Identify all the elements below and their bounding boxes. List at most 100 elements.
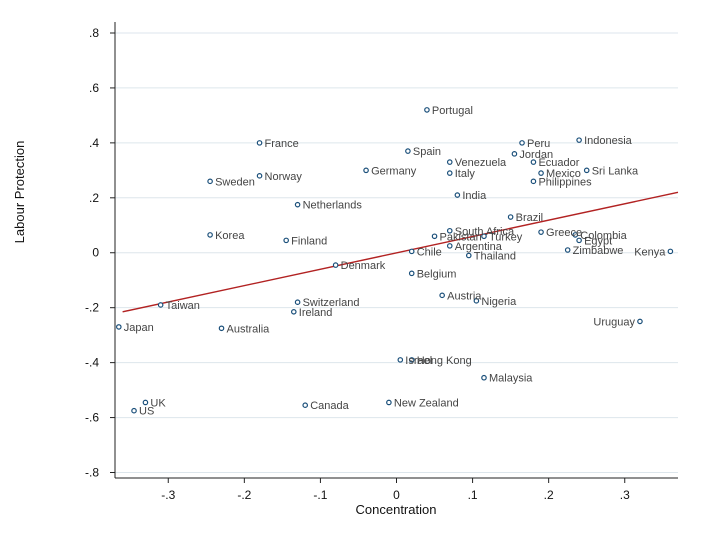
point-label: Sweden	[215, 176, 255, 188]
x-tick-label: -.3	[161, 488, 175, 502]
point-label: France	[265, 138, 299, 150]
point-label: Japan	[124, 322, 154, 334]
data-point	[465, 252, 472, 259]
y-tick-label: .4	[89, 136, 99, 150]
point-label: Nigeria	[481, 296, 517, 308]
data-point	[207, 232, 213, 238]
point-label: Italy	[455, 168, 476, 180]
point-label: Colombia	[580, 230, 627, 242]
x-ticks: -.3 -.2 -.1 0 .1 .2 .3	[161, 478, 630, 502]
y-tick-label: -.6	[85, 411, 99, 425]
point-label: UK	[150, 397, 166, 409]
x-tick-label: -.1	[313, 488, 327, 502]
point-label: Egypt	[584, 235, 612, 247]
data-point	[481, 233, 487, 240]
x-tick-label: .2	[544, 488, 554, 502]
data-point	[667, 248, 674, 255]
point-label: Ecuador	[538, 157, 579, 169]
point-label: Indonesia	[584, 135, 633, 147]
data-point	[564, 247, 571, 253]
point-label: South Africa	[455, 226, 515, 238]
point-label: Brazil	[516, 212, 544, 224]
x-tick-label: -.2	[237, 488, 251, 502]
x-tick-label: 0	[393, 488, 400, 502]
point-label: Uruguay	[593, 316, 635, 328]
data-point	[116, 324, 122, 330]
y-tick-label: .2	[89, 191, 99, 205]
data-point	[408, 357, 415, 363]
point-label: Ireland	[299, 307, 333, 319]
point-label: Turkey	[489, 231, 523, 243]
point-label: Mexico	[546, 168, 581, 180]
data-point	[207, 178, 213, 185]
point-label: Venezuela	[455, 157, 507, 169]
point-label: Netherlands	[303, 200, 363, 212]
y-tick-label: -.8	[85, 466, 99, 480]
data-point	[424, 107, 430, 113]
point-label: Australia	[227, 323, 271, 335]
point-label: Belgium	[417, 268, 457, 280]
point-label: Finland	[291, 235, 327, 247]
y-ticks: .8 .6 .4 .2 0 -.2 -.4 -.6 -.8	[85, 26, 115, 480]
point-label: Taiwan	[166, 300, 200, 312]
point-label: New Zealand	[394, 397, 459, 409]
y-axis-title: Labour Protection	[12, 141, 27, 244]
x-tick-label: .1	[468, 488, 478, 502]
point-label: Spain	[413, 146, 441, 158]
point-label: Jordan	[519, 149, 553, 161]
data-point	[397, 357, 404, 363]
data-point	[576, 237, 582, 244]
x-tick-label: .3	[620, 488, 630, 502]
point-label: Austria	[447, 290, 482, 302]
data-point	[405, 148, 411, 154]
gridlines	[115, 32, 678, 474]
point-label: Hong Kong	[417, 355, 472, 367]
data-point	[572, 232, 579, 238]
data-point	[218, 325, 225, 332]
data-point	[473, 298, 480, 304]
data-point	[481, 374, 487, 381]
point-label: Sri Lanka	[592, 165, 639, 177]
y-tick-label: .6	[89, 81, 99, 95]
data-point	[157, 302, 164, 308]
point-label: Pakistan	[440, 231, 482, 243]
y-tick-label: 0	[92, 246, 99, 260]
point-label: Kenya	[634, 246, 666, 258]
data-point	[256, 140, 263, 146]
point-label: Israel	[405, 355, 432, 367]
point-label: US	[139, 406, 154, 418]
point-label: India	[462, 190, 487, 202]
data-point	[511, 151, 518, 157]
data-point	[446, 170, 453, 176]
data-point	[637, 318, 643, 325]
point-label: Zimbabwe	[573, 245, 624, 257]
data-point	[294, 201, 301, 208]
data-point	[131, 407, 137, 414]
data-point	[408, 248, 415, 255]
data-point	[332, 262, 339, 268]
data-point	[446, 243, 453, 249]
point-label: Switzerland	[303, 297, 360, 309]
point-label: Denmark	[341, 260, 386, 272]
data-point	[530, 159, 537, 165]
point-label: Norway	[265, 171, 303, 183]
point-label: Canada	[310, 400, 349, 412]
y-tick-label: -.4	[85, 356, 99, 370]
point-label: Greece	[546, 227, 582, 239]
data-point	[446, 227, 453, 234]
y-tick-label: .8	[89, 26, 99, 40]
point-label: Thailand	[474, 250, 516, 262]
data-point	[439, 292, 445, 299]
data-point	[142, 399, 149, 406]
data-point	[519, 140, 525, 146]
data-point	[302, 402, 309, 409]
point-label: Portugal	[432, 105, 473, 117]
point-labels: Portugal France Peru Indonesia Spain Jordan Ve…	[124, 105, 666, 418]
data-point	[530, 178, 537, 185]
data-point	[576, 137, 582, 143]
point-label: Chile	[417, 246, 442, 258]
data-point	[256, 173, 263, 179]
point-label: Korea	[215, 230, 245, 242]
